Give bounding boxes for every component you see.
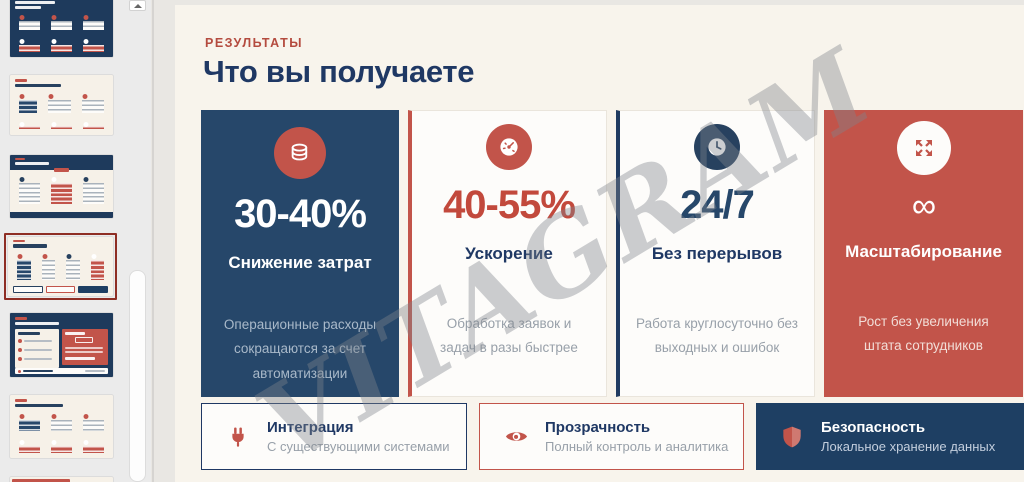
arrow-up-icon [134, 4, 142, 8]
slide-thumbnail-1[interactable] [10, 0, 113, 57]
speedometer-icon [486, 124, 532, 170]
plug-icon [224, 423, 252, 451]
card-value: 24/7 [680, 183, 755, 227]
feature-title: Прозрачность [545, 418, 651, 436]
card-value: 30-40% [234, 192, 367, 236]
feature-title: Безопасность [821, 418, 926, 436]
shield-icon [778, 423, 806, 451]
result-card-scaling[interactable]: ∞ Масштабирование Рост без увеличения шт… [824, 110, 1023, 397]
card-label: Масштабирование [845, 242, 1002, 261]
slide-thumbnail-3[interactable] [10, 155, 113, 218]
card-label: Снижение затрат [228, 253, 372, 272]
coins-icon [274, 127, 326, 179]
card-description: Обработка заявок и задач в разы быстрее [440, 316, 578, 356]
card-description: Работа круглосуточно без выходных и ошиб… [636, 316, 798, 356]
slide-thumbnail-panel [0, 0, 151, 482]
feature-strip: Интеграция С существующими системами Про… [201, 403, 1024, 470]
feature-transparency[interactable]: Прозрачность Полный контроль и аналитика [479, 403, 744, 470]
feature-subtitle: Полный контроль и аналитика [545, 439, 729, 455]
panel-divider [152, 0, 154, 482]
card-description: Рост без увеличения штата сотрудников [858, 314, 989, 354]
infinity-symbol: ∞ [911, 187, 936, 225]
feature-subtitle: Локальное хранение данных [821, 439, 996, 455]
result-cards: 30-40% Снижение затрат Операционные расх… [201, 110, 1023, 397]
feature-subtitle: С существующими системами [267, 439, 450, 455]
card-label: Ускорение [465, 244, 553, 263]
card-description: Операционные расходы сокращаются за счет… [223, 317, 377, 381]
feature-security[interactable]: Безопасность Локальное хранение данных [756, 403, 1024, 470]
feature-integration[interactable]: Интеграция С существующими системами [201, 403, 467, 470]
result-card-uptime[interactable]: 24/7 Без перерывов Работа круглосуточно … [616, 110, 815, 397]
slide-thumbnail-2[interactable] [10, 75, 113, 135]
slide-thumbnail-7[interactable] [10, 477, 113, 482]
scrollbar-thumb[interactable] [129, 270, 146, 482]
current-slide[interactable]: РЕЗУЛЬТАТЫ Что вы получаете 30-40% Сниже… [175, 5, 1024, 482]
slide-thumbnail-5[interactable] [10, 313, 113, 377]
eye-icon [502, 423, 530, 451]
card-label: Без перерывов [651, 244, 783, 263]
result-card-cost[interactable]: 30-40% Снижение затрат Операционные расх… [201, 110, 399, 397]
slide-thumbnail-4-selected[interactable] [8, 237, 113, 296]
slide-title: Что вы получаете [203, 54, 475, 89]
selected-slide-outline [4, 233, 117, 300]
slide-thumbnail-6[interactable] [10, 395, 113, 458]
section-eyebrow: РЕЗУЛЬТАТЫ [205, 36, 303, 50]
clock-icon [694, 124, 740, 170]
feature-title: Интеграция [267, 418, 354, 436]
card-value: 40-55% [443, 183, 576, 227]
result-card-speed[interactable]: 40-55% Ускорение Обработка заявок и зада… [408, 110, 607, 397]
expand-arrows-icon [896, 121, 951, 175]
scroll-up-button[interactable] [129, 0, 146, 11]
